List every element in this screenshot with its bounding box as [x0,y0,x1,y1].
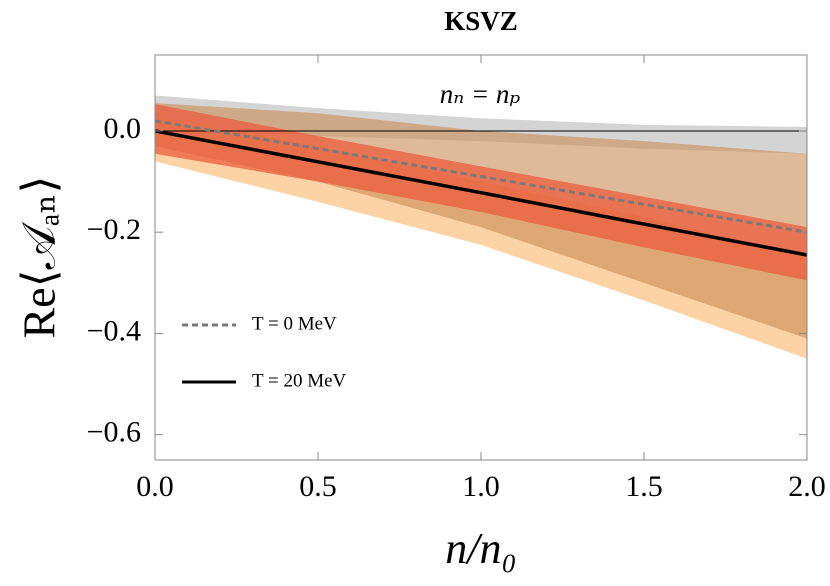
annotation: nₙ = nₚ [440,79,521,109]
line [154,129,808,257]
legend-label: T = 0 MeV [252,313,337,334]
y-tick-label: 0.0 [104,112,142,145]
y-tick-label: −0.6 [87,416,141,449]
y-axis-label: Re⟨𝒜ₐₙ⟩ [14,176,65,339]
y-tick-label: −0.4 [87,314,141,347]
x-tick-label: 0.0 [136,470,174,503]
x-tick-label: 2.0 [788,470,826,503]
x-tick-label: 1.5 [625,470,663,503]
x-tick-label: 0.5 [299,470,337,503]
legend-label: T = 20 MeV [252,370,347,391]
band [155,95,807,154]
y-tick-label: −0.2 [87,213,141,246]
line [154,119,808,234]
chart-title: KSVZ [444,6,518,36]
x-tick-label: 1.0 [462,470,500,503]
x-axis-label: n/n₀ [445,524,517,573]
